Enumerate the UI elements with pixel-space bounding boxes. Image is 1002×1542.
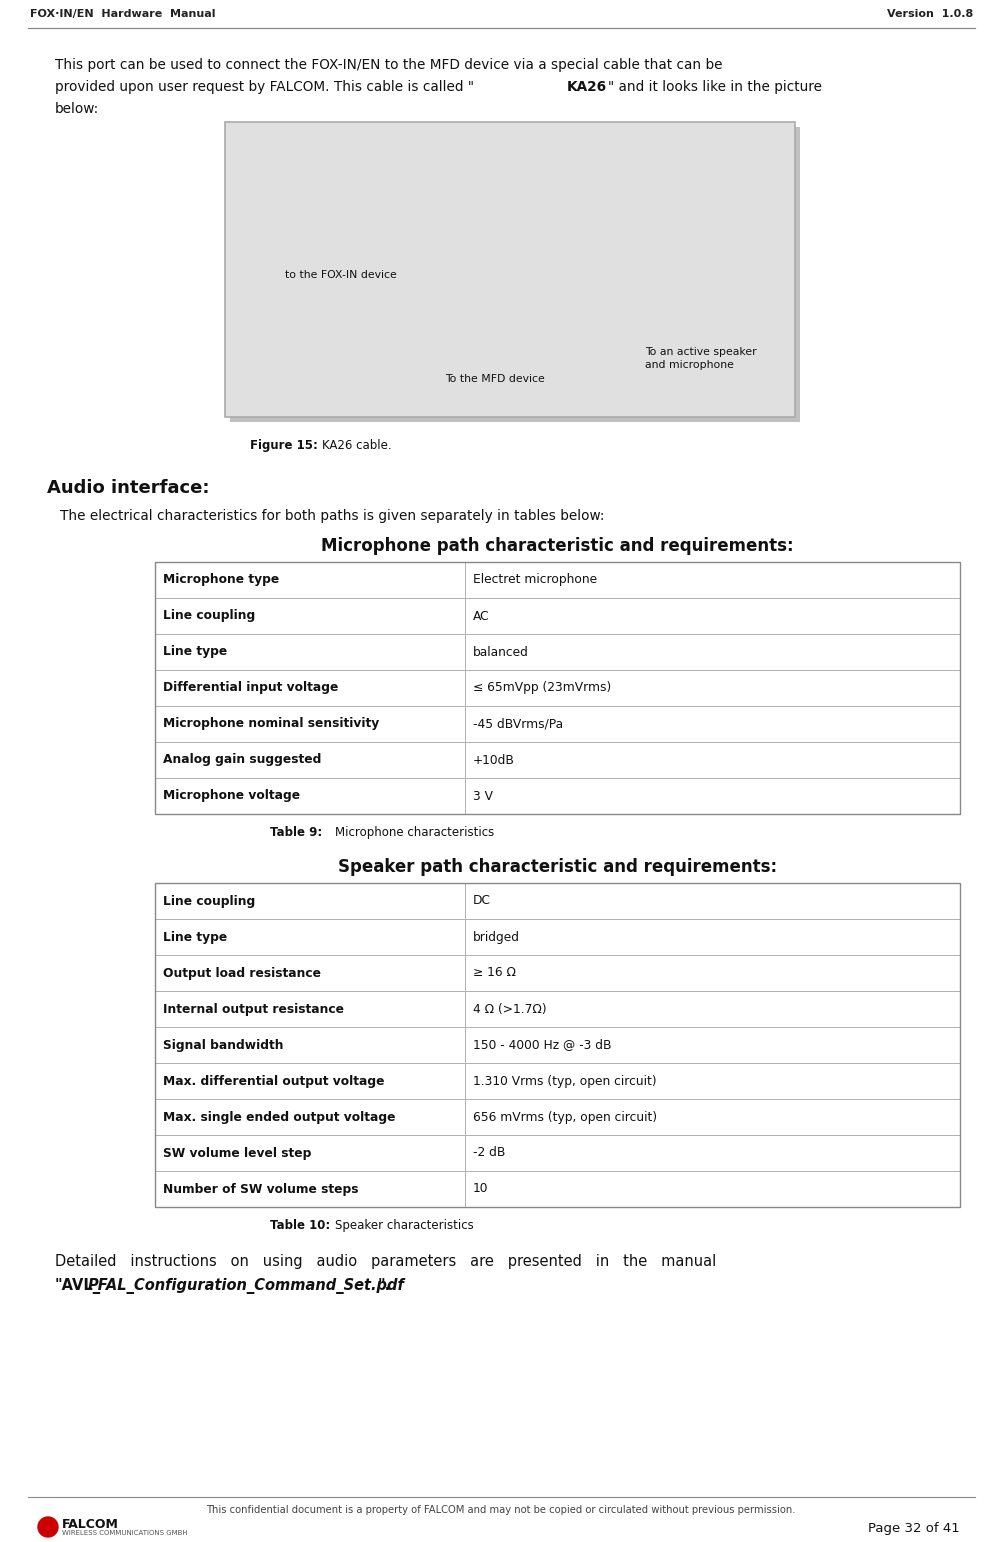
Bar: [155, 884, 465, 919]
Text: Line type: Line type: [163, 930, 227, 944]
Bar: [465, 1099, 959, 1135]
Bar: [465, 598, 959, 634]
Text: Audio interface:: Audio interface:: [47, 480, 209, 497]
Bar: [465, 779, 959, 814]
Text: Version  1.0.8: Version 1.0.8: [886, 9, 972, 19]
Bar: [155, 992, 465, 1027]
Text: ≤ 65mVpp (23mVrms): ≤ 65mVpp (23mVrms): [473, 682, 610, 694]
Text: Electret microphone: Electret microphone: [473, 574, 596, 586]
Text: -45 dBVrms/Pa: -45 dBVrms/Pa: [473, 717, 562, 731]
Text: +10dB: +10dB: [473, 754, 514, 766]
Text: Line type: Line type: [163, 646, 227, 658]
Bar: [155, 1170, 465, 1207]
Bar: [155, 954, 465, 992]
Text: Output load resistance: Output load resistance: [163, 967, 321, 979]
Bar: [465, 671, 959, 706]
Text: Microphone nominal sensitivity: Microphone nominal sensitivity: [163, 717, 379, 731]
Bar: [155, 706, 465, 742]
Bar: [465, 1027, 959, 1062]
Bar: [465, 884, 959, 919]
Text: This port can be used to connect the FOX-IN/EN to the MFD device via a special c: This port can be used to connect the FOX…: [55, 59, 721, 72]
Bar: [155, 1099, 465, 1135]
Text: Microphone path characteristic and requirements:: Microphone path characteristic and requi…: [321, 537, 793, 555]
Bar: [465, 561, 959, 598]
Text: to the FOX-IN device: to the FOX-IN device: [285, 270, 397, 281]
Bar: [155, 634, 465, 671]
Text: 3 V: 3 V: [473, 790, 492, 802]
Bar: [155, 884, 959, 1207]
Text: Detailed   instructions   on   using   audio   parameters   are   presented   in: Detailed instructions on using audio par…: [55, 1254, 715, 1269]
Text: PFAL_Configuration_Command_Set.pdf: PFAL_Configuration_Command_Set.pdf: [88, 1278, 405, 1294]
Text: Microphone type: Microphone type: [163, 574, 279, 586]
Text: 656 mVrms (typ, open circuit): 656 mVrms (typ, open circuit): [473, 1110, 656, 1124]
Text: KA26: KA26: [566, 80, 606, 94]
Bar: [229, 126, 800, 423]
Text: 150 - 4000 Hz @ -3 dB: 150 - 4000 Hz @ -3 dB: [473, 1038, 611, 1052]
Text: " and it looks like in the picture: " and it looks like in the picture: [607, 80, 822, 94]
Bar: [155, 598, 465, 634]
Text: ≥ 16 Ω: ≥ 16 Ω: [473, 967, 515, 979]
Bar: [465, 742, 959, 779]
Text: DC: DC: [473, 894, 490, 908]
Bar: [155, 919, 465, 954]
Text: The electrical characteristics for both paths is given separately in tables belo: The electrical characteristics for both …: [60, 509, 604, 523]
Bar: [155, 561, 465, 598]
Text: 1.310 Vrms (typ, open circuit): 1.310 Vrms (typ, open circuit): [473, 1075, 656, 1087]
Bar: [155, 1027, 465, 1062]
Bar: [465, 1170, 959, 1207]
Text: Table 9:: Table 9:: [270, 827, 322, 839]
Text: To the MFD device: To the MFD device: [445, 375, 544, 384]
Text: Max. single ended output voltage: Max. single ended output voltage: [163, 1110, 395, 1124]
Text: This confidential document is a property of FALCOM and may not be copied or circ: This confidential document is a property…: [206, 1505, 795, 1514]
Text: Analog gain suggested: Analog gain suggested: [163, 754, 321, 766]
Text: Microphone voltage: Microphone voltage: [163, 790, 300, 802]
Bar: [155, 1135, 465, 1170]
Text: Page 32 of 41: Page 32 of 41: [868, 1522, 959, 1534]
Text: Line coupling: Line coupling: [163, 894, 255, 908]
Text: FOX·IN/EN  Hardware  Manual: FOX·IN/EN Hardware Manual: [30, 9, 215, 19]
Text: "AVL_: "AVL_: [55, 1278, 101, 1294]
Text: Table 10:: Table 10:: [270, 1220, 330, 1232]
Text: AC: AC: [473, 609, 489, 623]
Bar: [465, 919, 959, 954]
Text: below:: below:: [55, 102, 99, 116]
Bar: [465, 634, 959, 671]
Text: Internal output resistance: Internal output resistance: [163, 1002, 344, 1016]
Circle shape: [38, 1517, 58, 1537]
Text: ".: ".: [378, 1278, 391, 1294]
Text: bridged: bridged: [473, 930, 519, 944]
Bar: [465, 1062, 959, 1099]
Bar: [155, 742, 465, 779]
Bar: [465, 1135, 959, 1170]
Text: KA26 cable.: KA26 cable.: [322, 439, 391, 452]
Text: Figure 15:: Figure 15:: [249, 439, 318, 452]
Text: Number of SW volume steps: Number of SW volume steps: [163, 1183, 358, 1195]
Text: Speaker characteristics: Speaker characteristics: [335, 1220, 473, 1232]
Text: Max. differential output voltage: Max. differential output voltage: [163, 1075, 384, 1087]
Text: 4 Ω (>1.7Ω): 4 Ω (>1.7Ω): [473, 1002, 546, 1016]
Text: Speaker path characteristic and requirements:: Speaker path characteristic and requirem…: [338, 857, 777, 876]
Text: Microphone characteristics: Microphone characteristics: [335, 827, 494, 839]
Bar: [465, 954, 959, 992]
Text: provided upon user request by FALCOM. This cable is called ": provided upon user request by FALCOM. Th…: [55, 80, 474, 94]
Text: FALCOM: FALCOM: [62, 1517, 119, 1531]
Bar: [155, 779, 465, 814]
Bar: [465, 706, 959, 742]
Text: balanced: balanced: [473, 646, 528, 658]
Text: Differential input voltage: Differential input voltage: [163, 682, 338, 694]
Text: 10: 10: [473, 1183, 488, 1195]
Bar: [155, 561, 959, 814]
Bar: [155, 671, 465, 706]
Text: WIRELESS COMMUNICATIONS GMBH: WIRELESS COMMUNICATIONS GMBH: [62, 1530, 187, 1536]
Text: Signal bandwidth: Signal bandwidth: [163, 1038, 284, 1052]
Text: Line coupling: Line coupling: [163, 609, 255, 623]
Text: To an active speaker
and microphone: To an active speaker and microphone: [644, 347, 756, 370]
Text: SW volume level step: SW volume level step: [163, 1147, 311, 1160]
Text: -2 dB: -2 dB: [473, 1147, 505, 1160]
Bar: [155, 1062, 465, 1099]
Bar: [465, 992, 959, 1027]
Bar: [224, 122, 795, 416]
